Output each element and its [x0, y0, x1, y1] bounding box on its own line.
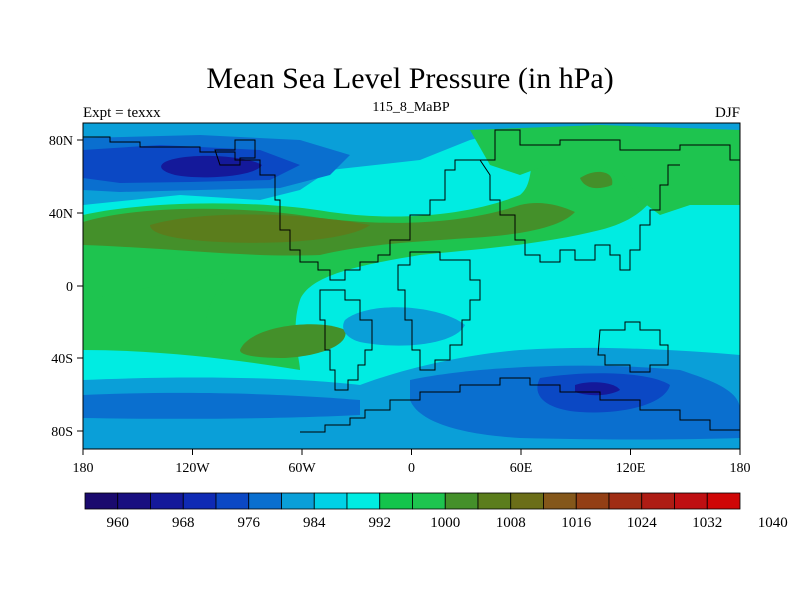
colorbar-swatch — [117, 492, 151, 510]
colorbar-label: 968 — [172, 515, 195, 531]
north-america-coast — [83, 136, 480, 281]
colorbar-swatch — [313, 492, 348, 510]
africa-coast — [397, 251, 481, 371]
south-pacific-high — [240, 324, 346, 358]
y-tick-label: 40N — [49, 207, 73, 222]
siberian-high-patch — [580, 171, 613, 189]
north-atlantic-core — [150, 214, 370, 243]
colorbar-label: 1008 — [496, 515, 526, 531]
x-tick-labels: 180 120W 60W 0 60E 120E 180 — [73, 461, 751, 476]
colorbar-label: 1032 — [692, 515, 722, 531]
central-asia-green — [470, 125, 740, 215]
x-tick-label: 120E — [616, 461, 646, 476]
x-ticks — [82, 449, 741, 455]
antarctica-coast — [300, 377, 740, 433]
colorbar-swatch — [281, 492, 315, 510]
south-america-coast — [319, 289, 373, 391]
australia-coast — [597, 321, 669, 373]
north-deepblue-core — [161, 155, 262, 178]
colorbar-labels: 960 968 976 984 992 1000 1008 1016 1024 1032 1040 — [107, 515, 788, 531]
x-tick-label: 0 — [408, 461, 415, 476]
y-ticks — [77, 139, 83, 432]
y-tick-label: 80N — [49, 134, 73, 149]
x-tick-label: 180 — [73, 461, 94, 476]
colorbar-label: 960 — [107, 515, 130, 531]
colorbar-label: 1040 — [758, 515, 788, 531]
colorbar-swatch — [706, 492, 741, 510]
colorbar-swatch — [444, 492, 479, 510]
colorbar-swatch — [608, 492, 643, 510]
plot-title: Mean Sea Level Pressure (in hPa) — [206, 62, 613, 95]
tropical-lightblue-patch — [343, 307, 465, 346]
colorbar-swatch — [215, 492, 250, 510]
season-label: DJF — [715, 105, 740, 121]
colorbar-swatch — [674, 492, 708, 510]
colorbar-swatch — [477, 492, 512, 510]
colorbar-swatch — [543, 492, 577, 510]
colorbar-swatch — [346, 492, 381, 510]
coastlines — [83, 129, 740, 433]
colorbar-label: 984 — [303, 515, 326, 531]
colorbar-swatch — [182, 492, 217, 510]
colorbar-label: 992 — [369, 515, 392, 531]
colorbar-swatch — [575, 492, 610, 510]
colorbar-swatch — [248, 492, 282, 510]
colorbar-label: 1024 — [627, 515, 658, 531]
south-midblue-band — [83, 392, 360, 419]
experiment-label: Expt = texxx — [83, 105, 161, 121]
colorbar-swatch — [84, 492, 119, 510]
colorbar-label: 1000 — [430, 515, 460, 531]
colorbar-label: 1016 — [561, 515, 592, 531]
y-tick-label: 0 — [66, 280, 73, 295]
colorbar-swatch — [510, 492, 544, 510]
x-tick-label: 60W — [288, 461, 316, 476]
x-tick-label: 60E — [510, 461, 533, 476]
y-tick-label: 40S — [51, 352, 73, 367]
y-tick-label: 80S — [51, 425, 73, 440]
west-pacific-green — [83, 272, 230, 345]
greenland-coast — [214, 139, 256, 166]
plot-subtitle: 115_8_MaBP — [372, 100, 449, 115]
colorbar-label: 976 — [238, 515, 261, 531]
pressure-field — [83, 123, 740, 449]
eurasia-coast — [479, 129, 740, 271]
colorbar-swatch — [641, 492, 675, 510]
colorbar-swatch — [150, 492, 184, 510]
x-tick-label: 180 — [730, 461, 751, 476]
subtropical-green-belt — [83, 129, 670, 370]
colorbar — [84, 492, 741, 510]
y-tick-labels: 80N 40N 0 40S 80S — [49, 134, 73, 440]
colorbar-swatch — [379, 492, 413, 510]
colorbar-swatch — [412, 492, 446, 510]
x-tick-label: 120W — [175, 461, 210, 476]
